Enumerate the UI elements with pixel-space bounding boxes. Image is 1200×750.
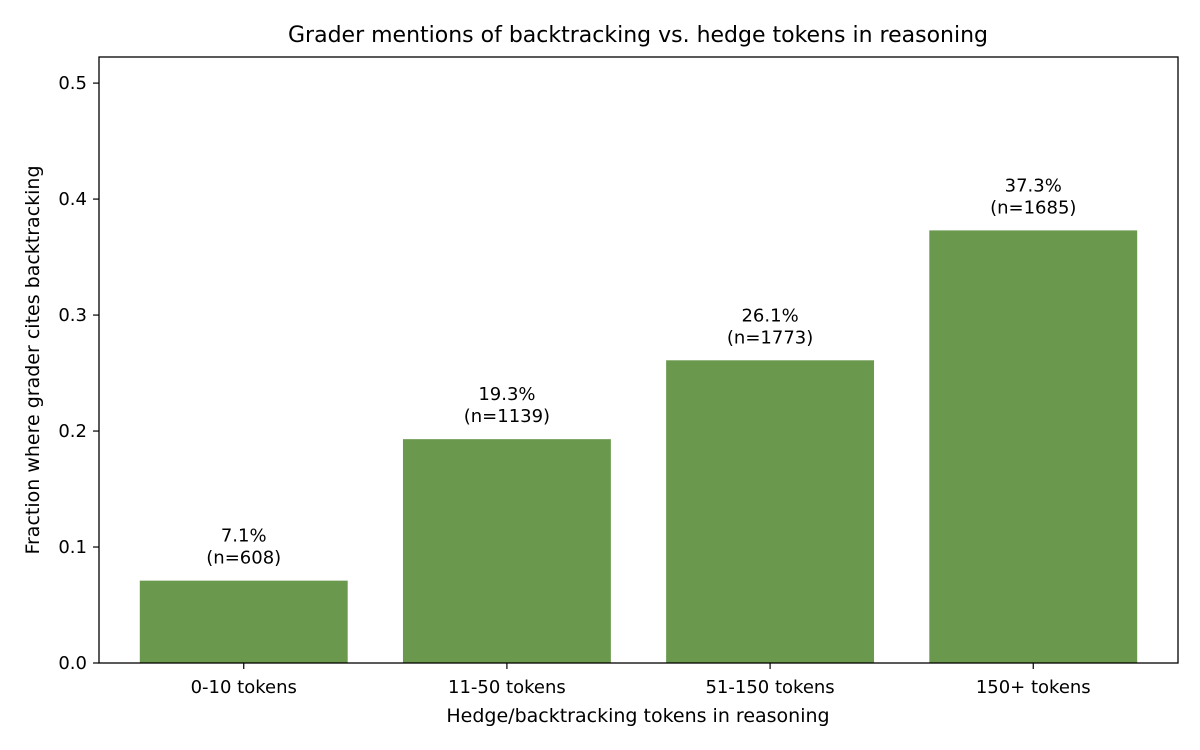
x-tick-label: 0-10 tokens (191, 677, 297, 698)
x-tick-label: 11-50 tokens (448, 677, 566, 698)
plot-frame (98, 56, 1179, 664)
bar-0-10-tokens (139, 580, 348, 663)
y-tick-label: 0.2 (58, 421, 87, 442)
chart-title: Grader mentions of backtracking vs. hedg… (288, 23, 988, 48)
data-labels-layer: 7.1%(n=608) 19.3%(n=1139) 26.1%(n=1773) 37.… (206, 175, 1076, 568)
y-tick-label: 0.3 (58, 305, 87, 326)
x-axis: 0-10 tokens 11-50 tokens 51-150 tokens 150+… (191, 663, 1091, 698)
bar-51-150-tokens (666, 360, 875, 663)
x-axis-label: Hedge/backtracking tokens in reasoning (446, 705, 829, 727)
y-axis-label: Fraction where grader cites backtracking (22, 165, 44, 554)
bar-count-label: (n=608) (206, 548, 281, 569)
y-axis: 0.0 0.1 0.2 0.3 0.4 0.5 (58, 73, 99, 674)
y-tick-label: 0.1 (58, 537, 87, 558)
bar-value-label: 19.3% (478, 384, 535, 405)
y-tick-label: 0.0 (58, 653, 87, 674)
bar-value-label: 26.1% (741, 305, 798, 326)
y-tick-label: 0.5 (58, 73, 87, 94)
bar-11-50-tokens (402, 439, 611, 663)
bar-count-label: (n=1773) (727, 327, 813, 348)
bar-value-label: 37.3% (1005, 175, 1062, 196)
bar-count-label: (n=1139) (464, 406, 550, 427)
x-tick-label: 150+ tokens (976, 677, 1091, 698)
bars-layer (139, 230, 1138, 663)
bar-value-label: 7.1% (221, 526, 267, 547)
y-tick-label: 0.4 (58, 189, 87, 210)
bar-150-tokens (929, 230, 1138, 663)
x-tick-label: 51-150 tokens (705, 677, 834, 698)
bar-count-label: (n=1685) (990, 197, 1076, 218)
